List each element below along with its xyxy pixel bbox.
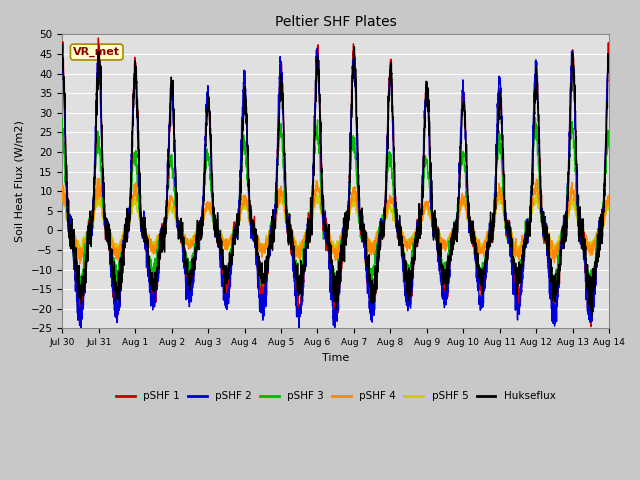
Y-axis label: Soil Heat Flux (W/m2): Soil Heat Flux (W/m2) [15,120,25,242]
Legend: pSHF 1, pSHF 2, pSHF 3, pSHF 4, pSHF 5, Hukseflux: pSHF 1, pSHF 2, pSHF 3, pSHF 4, pSHF 5, … [111,387,560,406]
Text: VR_met: VR_met [73,47,120,57]
Title: Peltier SHF Plates: Peltier SHF Plates [275,15,397,29]
X-axis label: Time: Time [322,353,349,362]
